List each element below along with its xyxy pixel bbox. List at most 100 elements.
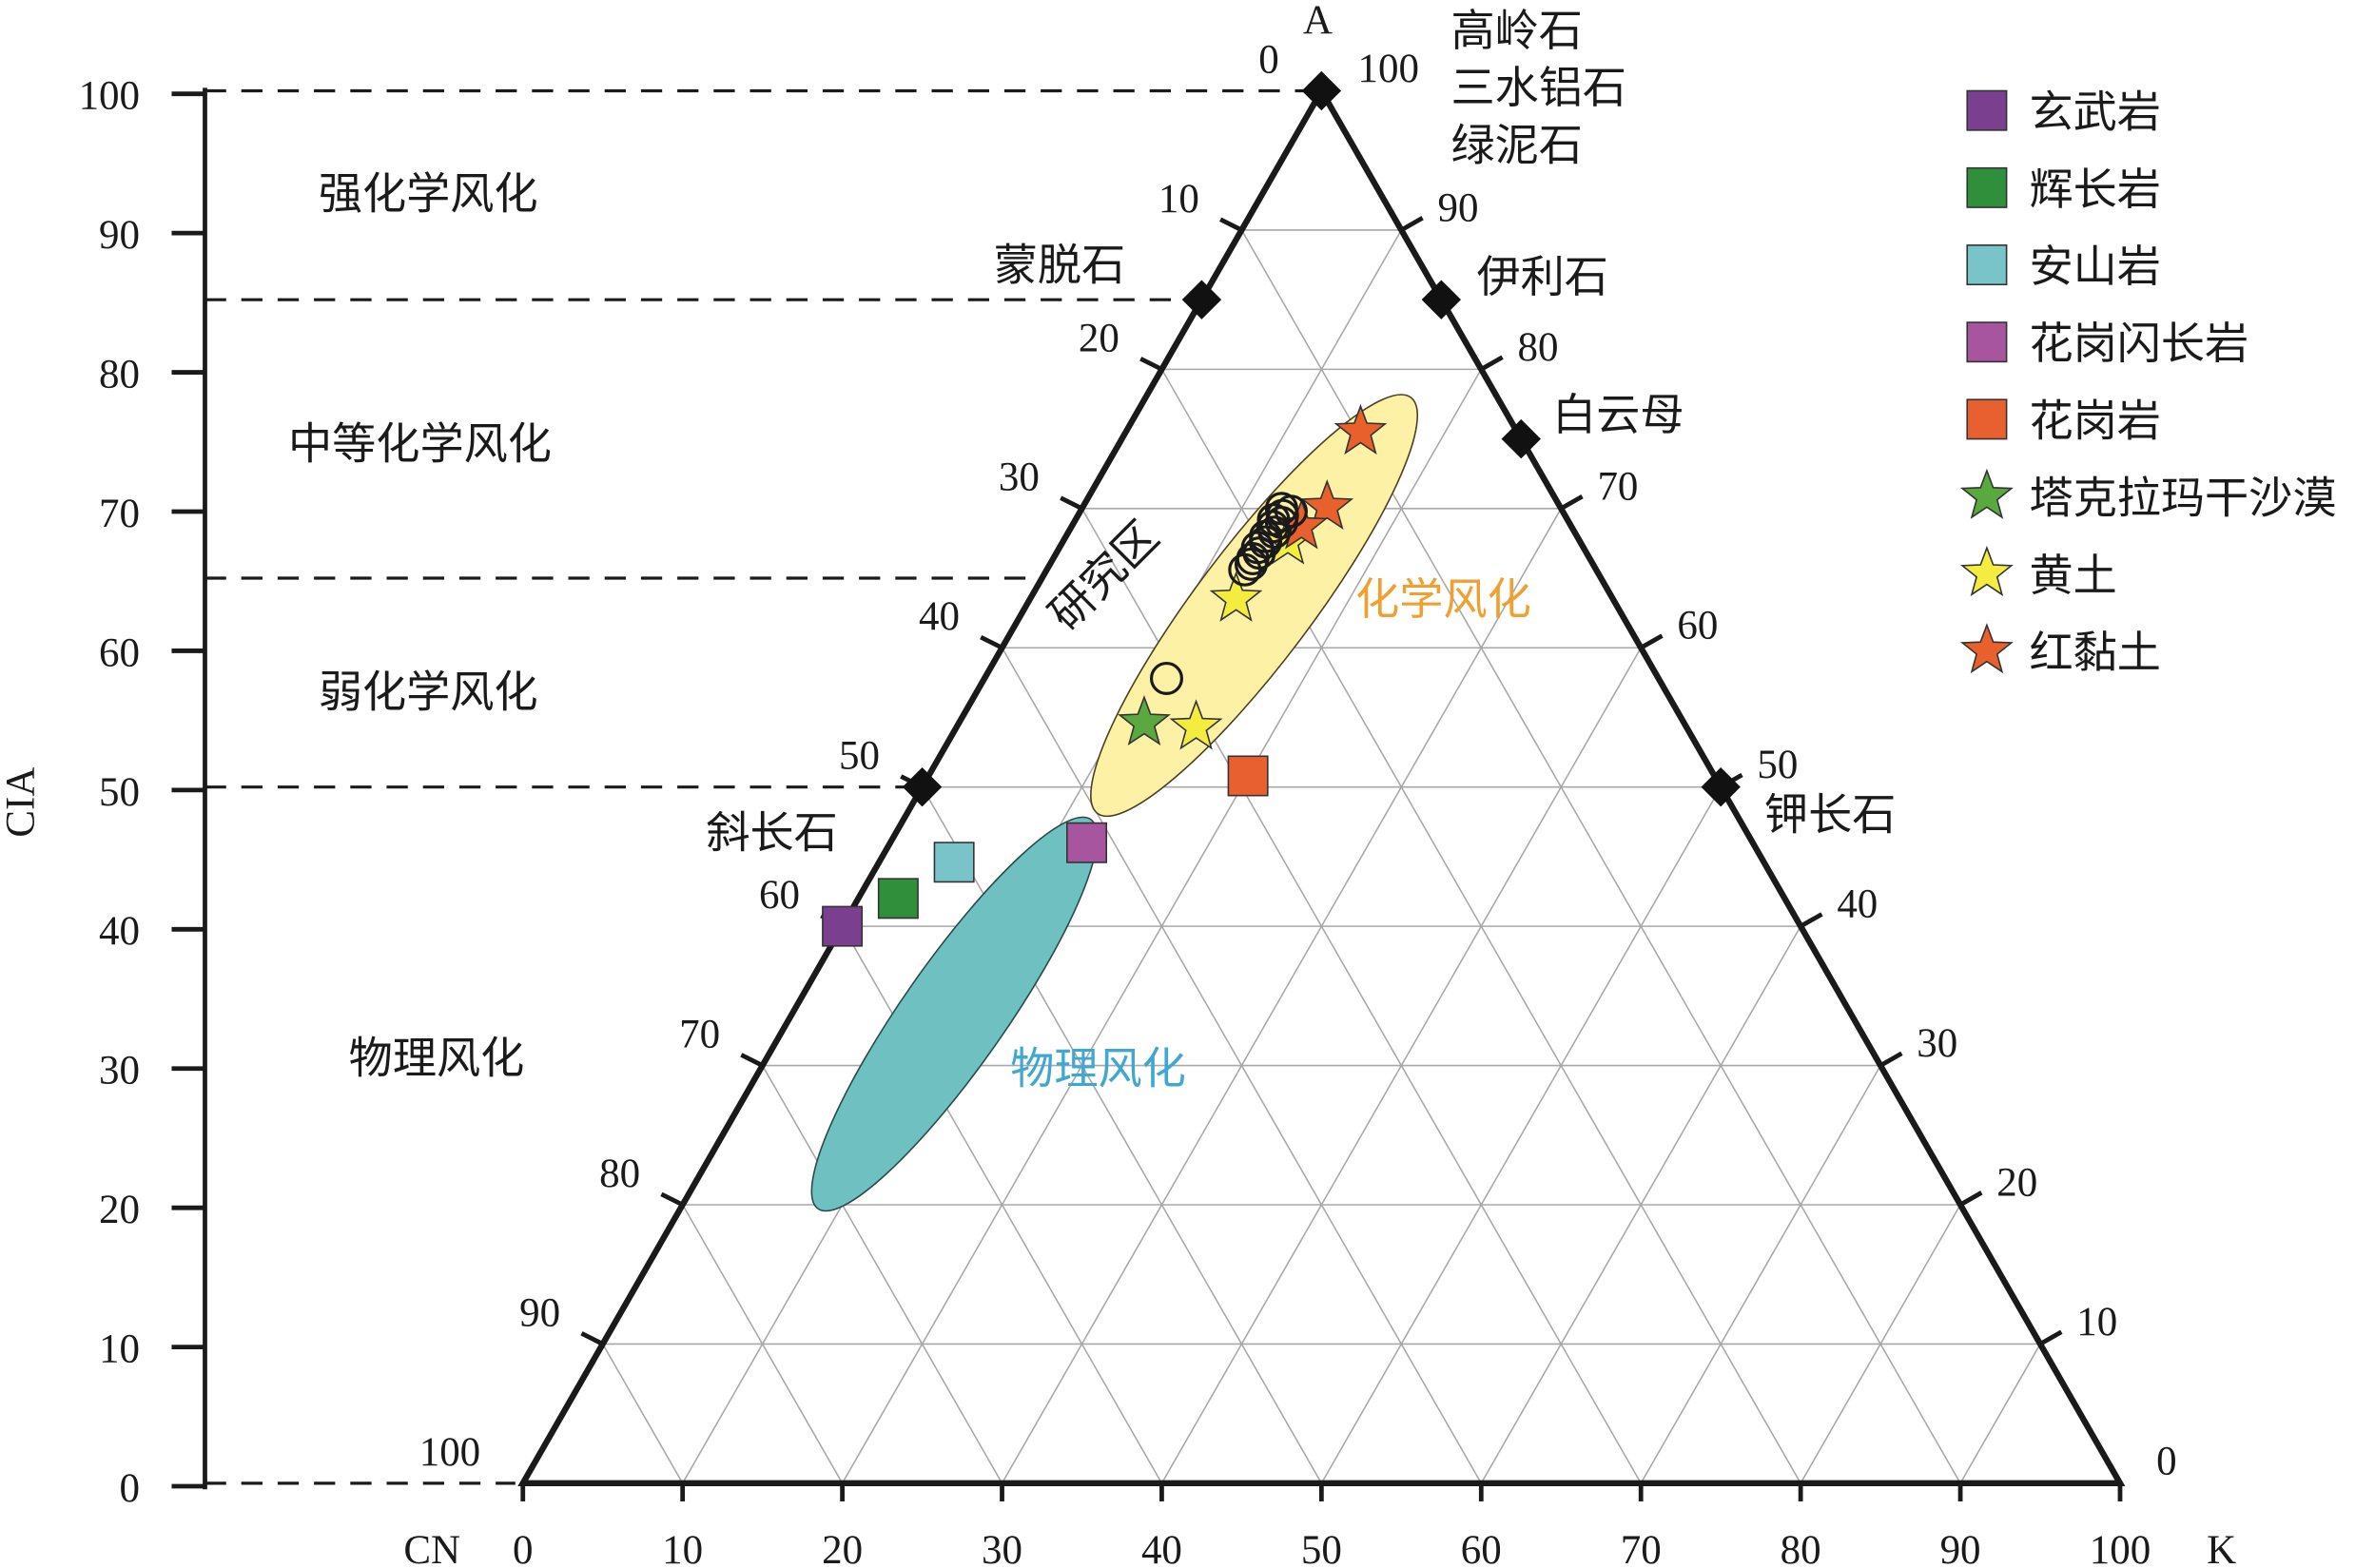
mineral-plagioclase: 斜长石 bbox=[706, 806, 837, 858]
left-edge-tick bbox=[1219, 217, 1243, 233]
right-edge-tick bbox=[1799, 912, 1823, 929]
legend-marker-square bbox=[1966, 89, 2008, 131]
left-edge-tick-label: 100 bbox=[419, 1430, 480, 1475]
cia-axis-tick-label: 90 bbox=[99, 213, 140, 258]
bottom-axis-tick-label: 100 bbox=[2090, 1528, 2151, 1568]
bottom-axis-tick-label: 40 bbox=[1141, 1528, 1182, 1568]
bottom-axis-tick-label: 30 bbox=[982, 1528, 1022, 1568]
left-edge-tick-label: 90 bbox=[519, 1290, 560, 1335]
mineral-illite: 伊利石 bbox=[1477, 251, 1608, 302]
bottom-axis-tick-label: 50 bbox=[1301, 1528, 1342, 1568]
star-marker bbox=[1118, 695, 1171, 745]
legend-item-gabbro: 辉长岩 bbox=[1966, 164, 2161, 215]
circle-marker bbox=[1228, 552, 1262, 587]
cia-axis-tick-label: 40 bbox=[99, 909, 140, 954]
right-edge-tick bbox=[1400, 216, 1424, 233]
bottom-axis-tick-label: 80 bbox=[1781, 1528, 1821, 1568]
bottom-axis-tick-label: 0 bbox=[513, 1528, 533, 1568]
legend-label: 红黏土 bbox=[2029, 627, 2160, 678]
cia-axis-tick-label: 60 bbox=[99, 630, 140, 675]
right-edge-tick-label: 0 bbox=[2156, 1439, 2176, 1483]
right-edge-tick-label: 50 bbox=[1757, 743, 1798, 787]
cia-axis-tick-label: 0 bbox=[120, 1466, 140, 1511]
star-marker bbox=[1300, 479, 1354, 531]
grid-lines bbox=[602, 229, 2041, 1484]
left-edge-tick-label: 70 bbox=[679, 1012, 720, 1056]
zone-physical: 物理风化 bbox=[349, 1033, 525, 1084]
right-edge-tick-label: 70 bbox=[1597, 464, 1638, 509]
cia-axis-tick-label: 70 bbox=[99, 492, 140, 536]
left-edge-tick-label: 80 bbox=[599, 1152, 640, 1196]
square-marker bbox=[1227, 755, 1269, 797]
mineral-chlorite: 绿泥石 bbox=[1450, 120, 1582, 171]
legend-label: 花岗岩 bbox=[2029, 395, 2160, 446]
cia-axis-tick-label: 50 bbox=[99, 770, 140, 815]
left-edge-tick-label: 10 bbox=[1158, 177, 1199, 222]
physical-weathering-region bbox=[810, 816, 1099, 1212]
zone-strong: 强化学风化 bbox=[319, 168, 538, 220]
legend: 玄武岩 辉长岩 安山岩 花岗闪长岩 花岗岩 塔克拉玛干沙漠 黄土 红黏土 bbox=[1959, 87, 2336, 678]
circle-marker bbox=[1149, 661, 1183, 695]
right-edge-tick-label: 40 bbox=[1837, 882, 1878, 927]
left-edge-tick-label: 40 bbox=[919, 594, 960, 639]
grid-line bbox=[1640, 1065, 1881, 1484]
mineral-muscovite: 白云母 bbox=[1552, 389, 1684, 440]
cia-axis-label: CIA bbox=[0, 767, 44, 838]
right-edge-tick bbox=[2038, 1329, 2063, 1346]
square-marker bbox=[877, 878, 919, 920]
bottom-axis-tick-label: 70 bbox=[1621, 1528, 1662, 1568]
region-label-physical: 物理风化 bbox=[1010, 1043, 1186, 1094]
square-marker bbox=[933, 842, 975, 883]
mineral-montmorillonite: 蒙脱石 bbox=[994, 239, 1125, 290]
left-edge-tick bbox=[660, 1191, 684, 1208]
legend-item-andesite: 安山岩 bbox=[1966, 241, 2161, 292]
legend-label: 辉长岩 bbox=[2029, 164, 2160, 215]
grid-line bbox=[602, 1344, 684, 1484]
cia-axis-tick-label: 100 bbox=[79, 74, 140, 119]
cia-axis-tick-label: 10 bbox=[99, 1327, 140, 1372]
square-marker bbox=[822, 905, 864, 947]
study-area-label: 研究区 bbox=[1039, 511, 1168, 640]
legend-label: 玄武岩 bbox=[2029, 87, 2160, 138]
legend-item-granite: 花岗岩 bbox=[1966, 395, 2161, 446]
left-edge-tick-label: 0 bbox=[1258, 37, 1278, 82]
legend-marker-star bbox=[1959, 468, 2014, 519]
circle-marker bbox=[1234, 547, 1268, 581]
left-edge-tick bbox=[1060, 495, 1083, 511]
bottom-axis-tick-label: 10 bbox=[662, 1528, 703, 1568]
left-edge-tick bbox=[980, 634, 1003, 650]
right-edge-tick bbox=[1958, 1191, 1983, 1208]
left-edge-tick-label: 50 bbox=[839, 734, 880, 779]
left-edge-tick bbox=[740, 1053, 764, 1068]
axes: 0102030405060708090100100908070605040302… bbox=[79, 37, 2177, 1568]
grid-line bbox=[1320, 786, 1722, 1484]
bottom-axis-tick-label: 60 bbox=[1461, 1528, 1502, 1568]
legend-label: 花岗闪长岩 bbox=[2029, 318, 2248, 369]
right-edge-tick-label: 60 bbox=[1677, 604, 1718, 648]
mineral-k-feldspar: 钾长石 bbox=[1764, 788, 1896, 840]
legend-label: 安山岩 bbox=[2029, 241, 2160, 292]
right-edge-tick-label: 10 bbox=[2076, 1300, 2117, 1345]
data-points bbox=[822, 70, 1741, 947]
mineral-kaolinite: 高岭石 bbox=[1450, 5, 1582, 56]
legend-marker-square bbox=[1966, 398, 2008, 440]
mineral-diamond-marker bbox=[902, 766, 943, 807]
region-label-chemical: 化学风化 bbox=[1355, 573, 1531, 625]
right-edge-tick bbox=[1560, 494, 1584, 511]
star-marker bbox=[1209, 571, 1263, 622]
grid-line bbox=[1480, 925, 1801, 1484]
left-edge-tick bbox=[580, 1331, 604, 1346]
legend-label: 塔克拉玛干沙漠 bbox=[2029, 473, 2336, 524]
right-edge-tick-label: 90 bbox=[1438, 185, 1479, 230]
grid-line bbox=[1959, 1344, 2041, 1484]
mineral-diamond-marker bbox=[1701, 766, 1741, 807]
legend-item-granodiorite: 花岗闪长岩 bbox=[1966, 318, 2248, 369]
cia-axis-tick-label: 20 bbox=[99, 1188, 140, 1232]
mineral-diamond-marker bbox=[1181, 280, 1222, 319]
left-edge-tick-label: 30 bbox=[999, 455, 1040, 500]
zone-weak: 弱化学风化 bbox=[319, 666, 538, 717]
legend-item-basalt: 玄武岩 bbox=[1966, 87, 2161, 138]
right-edge-tick-label: 80 bbox=[1517, 325, 1558, 370]
right-edge-tick bbox=[1879, 1051, 1903, 1068]
legend-marker-star bbox=[1959, 545, 2014, 597]
